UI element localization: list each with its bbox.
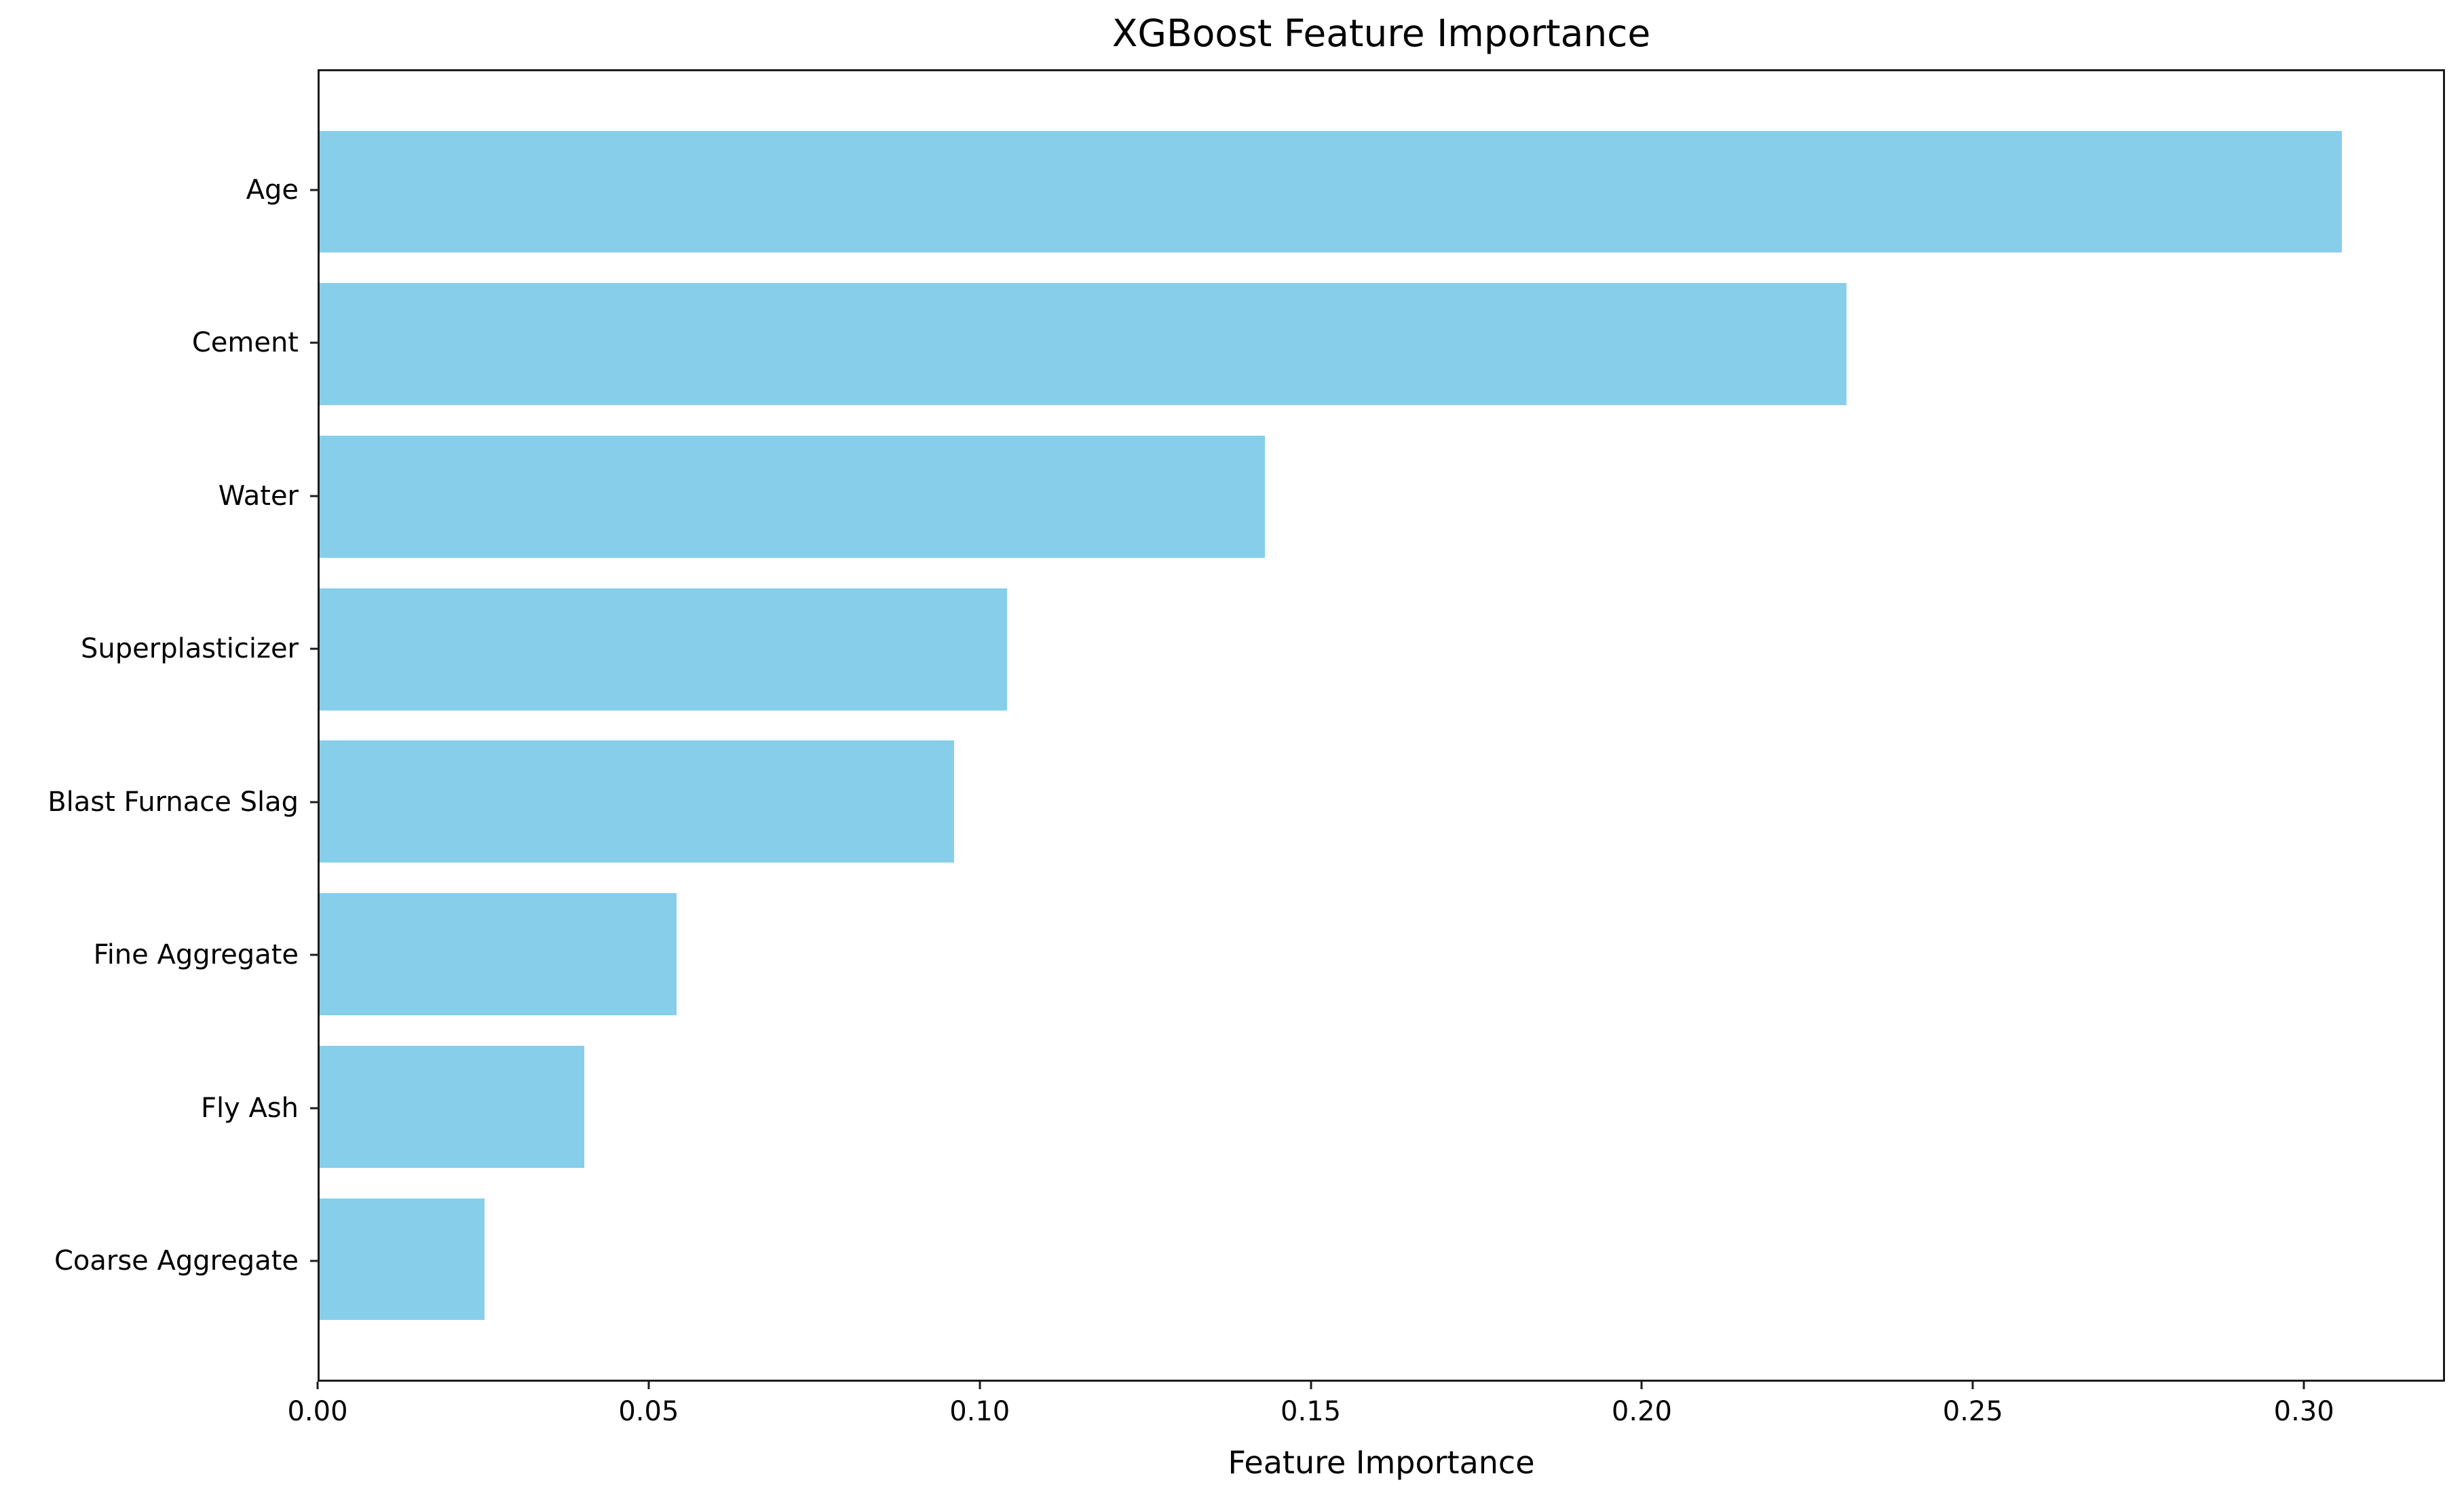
bar-cement xyxy=(320,283,1846,406)
bar-fly-ash xyxy=(320,1045,584,1168)
x-tick-label: 0.05 xyxy=(618,1396,679,1427)
y-tick-mark xyxy=(310,189,318,191)
y-tick-mark xyxy=(310,495,318,497)
y-tick-mark xyxy=(310,341,318,344)
plot-area xyxy=(318,69,2445,1382)
x-tick-mark xyxy=(979,1382,981,1389)
category-label-cement: Cement xyxy=(191,327,299,359)
category-label-fine-aggregate: Fine Aggregate xyxy=(93,939,299,971)
category-label-blast-furnace-slag: Blast Furnace Slag xyxy=(48,786,299,818)
bar-superplasticizer xyxy=(320,588,1007,711)
bar-fine-aggregate xyxy=(320,893,677,1015)
x-tick-label: 0.25 xyxy=(1942,1396,2003,1427)
x-tick-mark xyxy=(2302,1382,2305,1389)
x-tick-mark xyxy=(1971,1382,1974,1389)
y-tick-mark xyxy=(310,953,318,956)
x-tick-mark xyxy=(647,1382,650,1389)
category-label-water: Water xyxy=(218,480,299,512)
bar-blast-furnace-slag xyxy=(320,740,954,863)
x-tick-label: 0.15 xyxy=(1281,1396,1342,1427)
y-axis-category-labels: Age Cement Water Superplasticizer Blast Furn… xyxy=(0,69,299,1382)
category-label-coarse-aggregate: Coarse Aggregate xyxy=(54,1245,299,1277)
category-label-superplasticizer: Superplasticizer xyxy=(81,633,299,665)
chart-title: XGBoost Feature Importance xyxy=(1112,12,1651,55)
x-tick-label: 0.20 xyxy=(1611,1396,1672,1427)
x-axis-label: Feature Importance xyxy=(1228,1444,1535,1481)
x-tick-label: 0.10 xyxy=(949,1396,1010,1427)
bar-age xyxy=(320,130,2342,253)
category-label-fly-ash: Fly Ash xyxy=(200,1092,299,1124)
x-tick-mark xyxy=(1310,1382,1312,1389)
x-tick-mark xyxy=(1640,1382,1643,1389)
category-label-age: Age xyxy=(246,174,299,206)
bar-water xyxy=(320,436,1265,558)
x-tick-mark xyxy=(316,1382,319,1389)
y-tick-mark xyxy=(310,801,318,804)
y-tick-mark xyxy=(310,1260,318,1262)
y-tick-mark xyxy=(310,1107,318,1110)
x-tick-label: 0.00 xyxy=(287,1396,348,1427)
y-tick-mark xyxy=(310,647,318,650)
x-tick-label: 0.30 xyxy=(2273,1396,2334,1427)
bar-coarse-aggregate xyxy=(320,1198,485,1321)
